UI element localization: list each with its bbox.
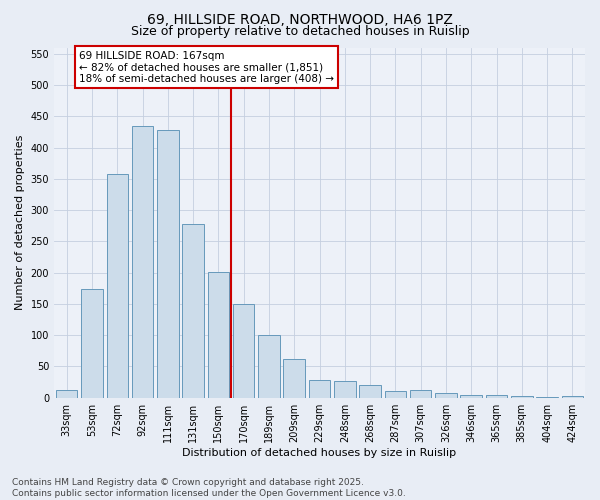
Bar [258,335,280,398]
Text: Contains HM Land Registry data © Crown copyright and database right 2025.
Contai: Contains HM Land Registry data © Crown c… [12,478,406,498]
Bar [208,272,229,398]
Bar [309,380,330,398]
Bar [536,397,558,398]
Y-axis label: Number of detached properties: Number of detached properties [15,135,25,310]
Bar [233,304,254,398]
Bar [334,381,356,398]
Text: 69, HILLSIDE ROAD, NORTHWOOD, HA6 1PZ: 69, HILLSIDE ROAD, NORTHWOOD, HA6 1PZ [147,12,453,26]
Bar [56,390,77,398]
Bar [562,396,583,398]
Bar [107,174,128,398]
Bar [283,359,305,398]
Bar [486,394,507,398]
Bar [157,130,179,398]
Bar [410,390,431,398]
Bar [511,396,533,398]
Bar [435,394,457,398]
Bar [132,126,153,398]
Text: 69 HILLSIDE ROAD: 167sqm
← 82% of detached houses are smaller (1,851)
18% of sem: 69 HILLSIDE ROAD: 167sqm ← 82% of detach… [79,50,334,84]
Bar [182,224,204,398]
Text: Size of property relative to detached houses in Ruislip: Size of property relative to detached ho… [131,25,469,38]
Bar [385,391,406,398]
Bar [359,385,381,398]
Bar [81,289,103,398]
X-axis label: Distribution of detached houses by size in Ruislip: Distribution of detached houses by size … [182,448,457,458]
Bar [460,394,482,398]
